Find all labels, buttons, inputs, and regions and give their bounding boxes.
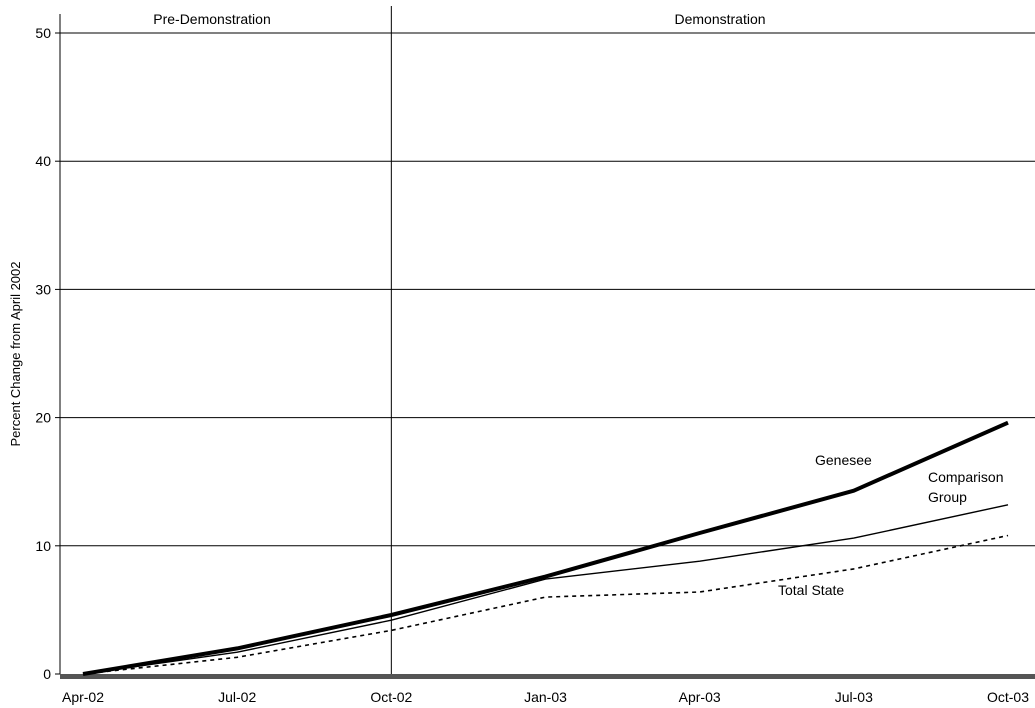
y-tick-label-50: 50 [35,25,51,41]
series-label-genesee: Genesee [815,452,872,468]
y-tick-label-40: 40 [35,153,51,169]
x-tick-label-jul-02: Jul-02 [218,689,256,705]
gridlines [60,6,1035,674]
series-line-total-state [82,534,1009,675]
x-tick-label-oct-02: Oct-02 [370,689,412,705]
y-tick-label-30: 30 [35,281,51,297]
series-labels: Genesee Comparison Group Total State [778,452,1003,598]
axes: 0 10 20 30 40 50 Apr-02 Jul-02 Oct-02 Jan-03 Apr-0… [35,14,1035,705]
x-tick-label-jan-03: Jan-03 [524,689,567,705]
y-tick-label-0: 0 [43,666,51,682]
y-tick-label-20: 20 [35,410,51,426]
x-tick-label-jul-03: Jul-03 [835,689,873,705]
series-label-comparison-line2: Group [928,489,967,505]
series-line-comparison-group [82,504,1009,675]
y-axis-label: Percent Change from April 2002 [8,262,23,447]
series-label-comparison-line1: Comparison [928,469,1003,485]
x-axis-baseline [60,674,1035,679]
y-tick-label-10: 10 [35,538,51,554]
series-lines [82,420,1009,676]
series-label-total-state: Total State [778,582,844,598]
x-tick-label-oct-03: Oct-03 [987,689,1029,705]
period-label-demonstration: Demonstration [674,11,765,27]
period-label-pre-demonstration: Pre-Demonstration [153,11,271,27]
period-headers: Pre-Demonstration Demonstration [153,11,765,27]
x-tick-label-apr-02: Apr-02 [62,689,104,705]
x-tick-label-apr-03: Apr-03 [679,689,721,705]
